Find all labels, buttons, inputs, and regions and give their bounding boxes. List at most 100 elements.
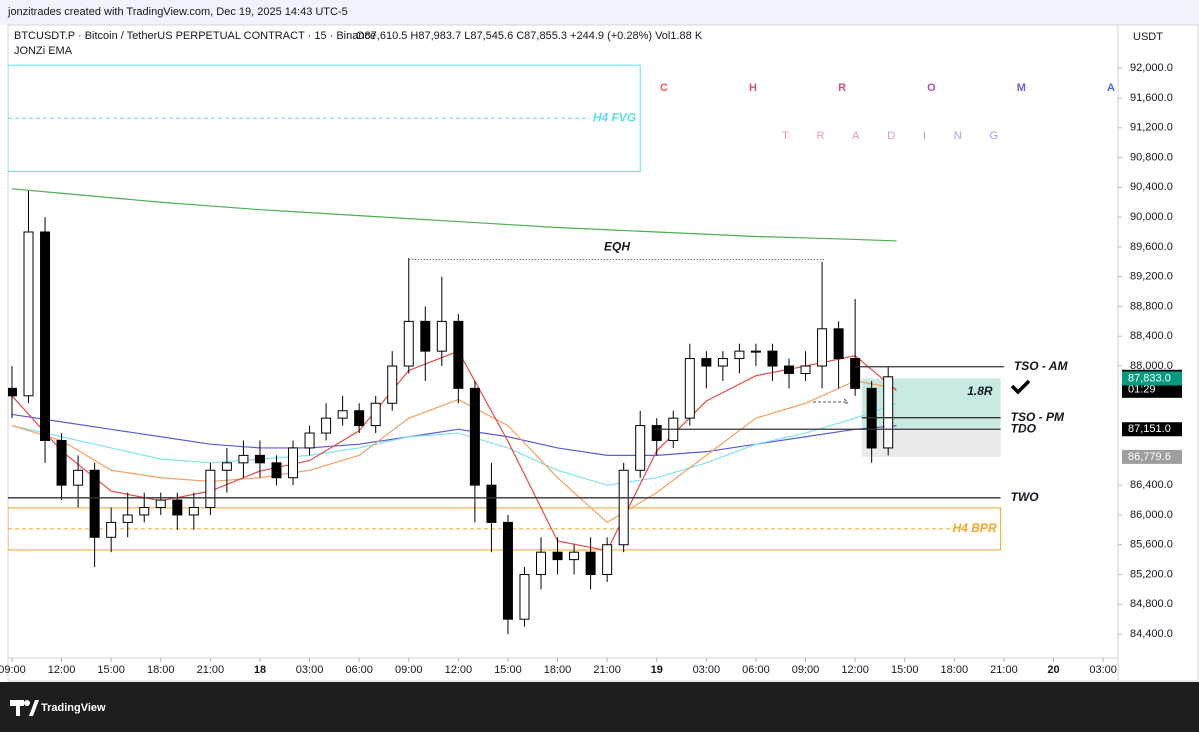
y-tick-label: 90,800.0 — [1130, 151, 1173, 163]
x-tick-label: 20 — [1047, 664, 1059, 676]
candle-body — [271, 462, 282, 479]
candle-body — [155, 499, 166, 509]
x-tick-label: 18:00 — [544, 664, 572, 676]
candle-body — [73, 469, 84, 486]
y-tick-label: 88,400.0 — [1130, 330, 1173, 342]
candle-body — [767, 350, 778, 367]
footer — [0, 682, 1199, 732]
candle-body — [254, 454, 265, 464]
x-tick-label: 12:00 — [48, 664, 76, 676]
plot-area — [8, 64, 1004, 635]
price-tag-label: 87,151.0 — [1128, 423, 1171, 435]
candle-body — [23, 231, 34, 397]
candle-body — [585, 551, 596, 576]
x-tick-label: 03:00 — [296, 664, 324, 676]
candle-body — [89, 469, 100, 538]
axis-unit: USDT — [1133, 31, 1163, 43]
candle-body — [486, 484, 497, 523]
legend-symbol: BTCUSDT.P · Bitcoin / TetherUS PERPETUAL… — [14, 30, 376, 42]
candle-body — [221, 462, 232, 471]
candle-body — [784, 365, 795, 374]
candle-body — [403, 320, 414, 367]
candle-body — [502, 521, 513, 620]
candle-body — [56, 439, 67, 486]
candle-body — [288, 447, 299, 479]
legend-indicator: JONZi EMA — [14, 45, 73, 57]
y-tick-label: 89,600.0 — [1130, 241, 1173, 253]
x-tick-label: 09:00 — [0, 664, 26, 676]
zone-label: H4 BPR — [953, 521, 997, 535]
candle-body — [750, 350, 761, 353]
y-tick-label: 91,600.0 — [1130, 92, 1173, 104]
x-tick-label: 18 — [254, 664, 266, 676]
candle-body — [850, 358, 861, 389]
price-tag-label: 86,779.6 — [1128, 451, 1171, 463]
candle-body — [354, 410, 365, 427]
ema-line — [11, 188, 897, 242]
candle-body — [817, 328, 828, 367]
candle-body — [569, 551, 580, 561]
eqh-label: EQH — [604, 240, 630, 254]
price-tag-label: 87,833.0 — [1128, 372, 1171, 384]
candle-body — [139, 507, 150, 516]
candle-body — [420, 320, 431, 352]
y-tick-label: 92,000.0 — [1130, 62, 1173, 74]
arrow — [813, 398, 849, 406]
candle-body — [8, 387, 17, 397]
x-tick-label: 06:00 — [742, 664, 770, 676]
x-tick-label: 09:00 — [395, 664, 423, 676]
x-tick-label: 12:00 — [841, 664, 869, 676]
x-tick-label: 03:00 — [693, 664, 721, 676]
candle-body — [684, 358, 695, 419]
zone-label: H4 FVG — [593, 110, 636, 124]
candle-body — [717, 358, 728, 367]
y-tick-label: 90,400.0 — [1130, 181, 1173, 193]
zone — [8, 64, 641, 172]
x-tick-label: 21:00 — [197, 664, 225, 676]
x-tick-label: 18:00 — [941, 664, 969, 676]
x-tick-label: 21:00 — [990, 664, 1018, 676]
tv-logo-icon — [10, 700, 39, 716]
level-label: TSO - PM — [1011, 410, 1065, 424]
level-label: TWO — [1011, 490, 1040, 504]
x-tick-label: 15:00 — [494, 664, 522, 676]
legend-quote: O87,610.5 H87,983.7 L87,545.6 C87,855.3 … — [356, 30, 703, 42]
ema-line — [11, 402, 897, 486]
candle-body — [106, 521, 117, 538]
candle-body — [122, 514, 133, 523]
candle-body — [635, 425, 646, 471]
candle-body — [172, 499, 183, 516]
y-tick-label: 84,400.0 — [1130, 628, 1173, 640]
candle-body — [701, 358, 712, 367]
y-tick-label: 85,200.0 — [1130, 568, 1173, 580]
candle-body — [370, 402, 381, 427]
candle-body — [387, 365, 398, 404]
candle-body — [800, 365, 811, 374]
x-tick-label: 09:00 — [792, 664, 820, 676]
candle-body — [519, 574, 530, 620]
candle-body — [833, 328, 844, 360]
candle-body — [321, 417, 332, 434]
price-tag — [1122, 449, 1182, 464]
candle-body — [536, 551, 547, 576]
x-tick-label: 19 — [651, 664, 663, 676]
candle-body — [602, 544, 613, 576]
candle-body — [337, 410, 348, 419]
candle-body — [552, 551, 563, 561]
candle-body — [188, 507, 199, 516]
price-tag — [1122, 422, 1182, 437]
checkmark — [1010, 379, 1031, 395]
candle-body — [651, 425, 662, 441]
y-tick-label: 84,800.0 — [1130, 598, 1173, 610]
candle-body — [883, 376, 894, 449]
candle-body — [40, 231, 51, 441]
y-tick-label: 91,200.0 — [1130, 122, 1173, 134]
candle-body — [436, 320, 447, 352]
x-tick-label: 03:00 — [1089, 664, 1117, 676]
candle-body — [205, 469, 216, 509]
level-label: TDO — [1011, 421, 1037, 435]
footer-brand: TradingView — [41, 702, 106, 714]
candle-body — [469, 387, 480, 486]
x-tick-label: 06:00 — [345, 664, 373, 676]
